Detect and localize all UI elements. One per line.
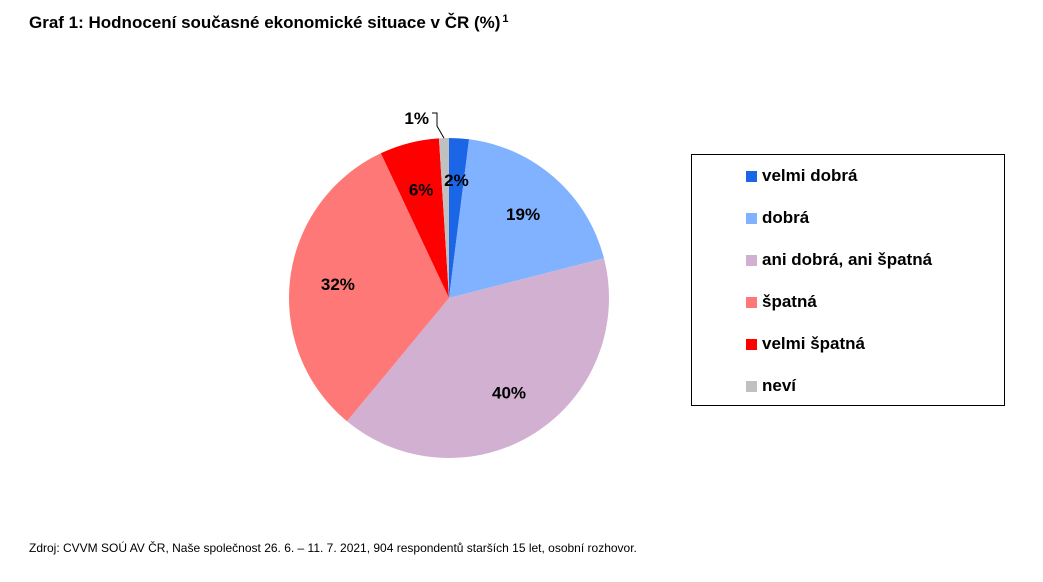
pie-slice-2 [347, 258, 609, 458]
legend-item-2: ani dobrá, ani špatná [746, 250, 932, 270]
legend-label-5: neví [762, 376, 797, 395]
title-footnote: 1 [502, 13, 509, 25]
legend-label-1: dobrá [762, 208, 810, 227]
legend-item-1: dobrá [746, 208, 809, 228]
leader-line-5 [432, 112, 445, 139]
legend-item-0: velmi dobrá [746, 166, 857, 186]
pie-label-2: 40% [492, 384, 526, 403]
pie-slice-3 [288, 153, 449, 422]
legend-item-4: velmi špatná [746, 334, 865, 354]
legend-swatch-4 [746, 338, 757, 350]
legend-swatch-0 [746, 170, 757, 182]
chart-title-text: Graf 1: Hodnocení současné ekonomické si… [29, 13, 501, 32]
legend-swatch-3 [746, 296, 757, 308]
pie-label-1: 19% [506, 205, 540, 224]
legend-item-3: špatná [746, 292, 817, 312]
legend-item-5: neví [746, 376, 796, 396]
legend-swatch-5 [746, 380, 757, 392]
pie-label-4: 6% [409, 181, 434, 200]
legend-label-3: špatná [762, 292, 817, 311]
legend: velmi dobrá dobrá ani dobrá, ani špatná špa… [691, 154, 1005, 406]
pie-label-0: 2% [444, 171, 469, 190]
pie-labels: 2% 19% 40% 32% 6% 1% [321, 109, 540, 403]
legend-label-4: velmi špatná [762, 334, 865, 353]
legend-swatch-2 [746, 254, 757, 266]
legend-swatch-1 [746, 212, 757, 224]
chart-title: Graf 1: Hodnocení současné ekonomické si… [29, 13, 509, 33]
legend-label-0: velmi dobrá [762, 166, 858, 185]
pie-slice-1 [449, 139, 604, 298]
legend-label-2: ani dobrá, ani špatná [762, 250, 933, 269]
pie-label-3: 32% [321, 275, 355, 294]
pie-slice-4 [380, 138, 449, 298]
pie-slices [288, 138, 609, 458]
pie-label-5: 1% [404, 109, 429, 128]
pie-slice-5 [438, 138, 449, 298]
source-note: Zdroj: CVVM SOÚ AV ČR, Naše společnost 2… [29, 541, 637, 555]
pie-slice-0 [449, 138, 470, 298]
